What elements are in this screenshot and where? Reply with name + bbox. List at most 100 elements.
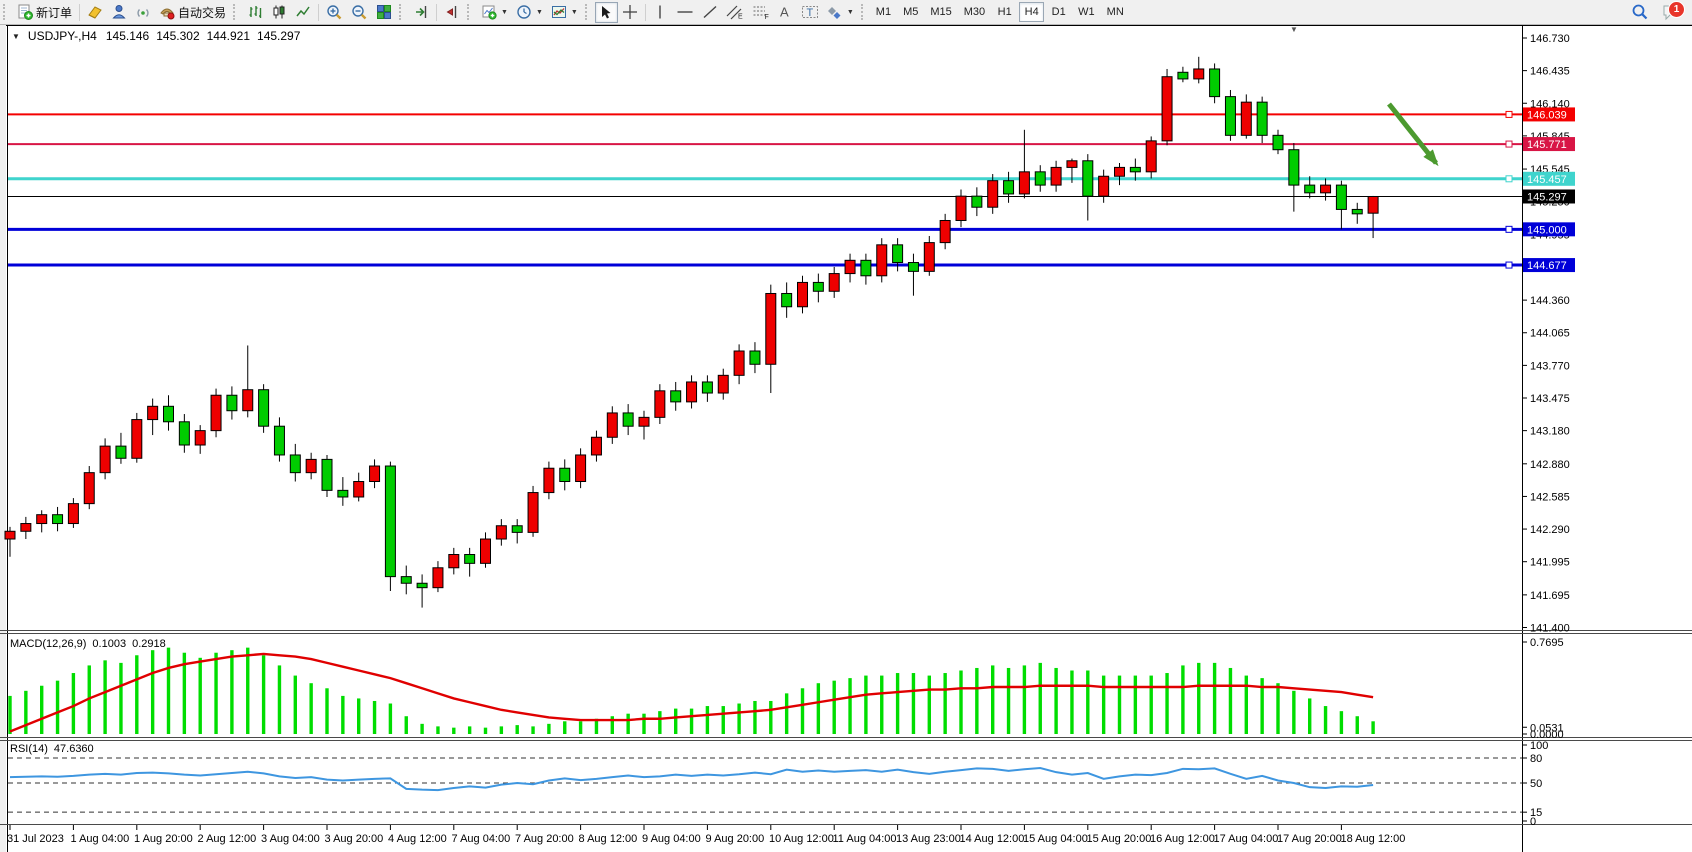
candle bbox=[1320, 184, 1332, 194]
level-handle[interactable] bbox=[1505, 140, 1513, 148]
timeframe-M30[interactable]: M30 bbox=[959, 2, 990, 22]
time-tick-label: 1 Aug 20:00 bbox=[134, 833, 193, 845]
level-handle[interactable] bbox=[1505, 110, 1513, 118]
auto-trading-button[interactable]: 自动交易 bbox=[155, 2, 230, 23]
channel-button[interactable]: E bbox=[722, 2, 748, 23]
fibonacci-button[interactable]: F bbox=[748, 2, 774, 23]
price-tick-label: 143.475 bbox=[1530, 393, 1570, 405]
macd-main-value: 0.1003 bbox=[92, 638, 127, 650]
templates-button[interactable]: ▼ bbox=[547, 2, 582, 23]
macd-histogram-bar bbox=[563, 721, 567, 734]
timeframe-W1[interactable]: W1 bbox=[1073, 2, 1100, 22]
candle bbox=[1304, 184, 1316, 194]
timeframe-MN[interactable]: MN bbox=[1102, 2, 1129, 22]
candle bbox=[416, 582, 428, 589]
chart-shift-marker-icon[interactable]: ▼ bbox=[1290, 25, 1298, 34]
time-tick-label: 11 Aug 04:00 bbox=[833, 833, 897, 845]
macd-histogram-bar bbox=[483, 727, 488, 734]
zoom-out-button[interactable] bbox=[347, 2, 372, 23]
macd-histogram-bar bbox=[943, 673, 947, 734]
candle bbox=[765, 292, 777, 365]
candle bbox=[1224, 96, 1236, 136]
macd-histogram-bar bbox=[499, 726, 504, 734]
toolbar-grip[interactable] bbox=[467, 4, 473, 20]
macd-histogram-bar bbox=[293, 675, 297, 734]
text-label-button[interactable]: T bbox=[797, 2, 823, 23]
fibonacci-icon: F bbox=[752, 4, 770, 20]
macd-histogram-bar bbox=[1228, 667, 1233, 734]
toolbar-grip[interactable] bbox=[860, 4, 867, 20]
timeframe-D1[interactable]: D1 bbox=[1046, 2, 1071, 22]
dropdown-arrow-icon: ▼ bbox=[535, 8, 543, 16]
timeframe-M1[interactable]: M1 bbox=[871, 2, 896, 22]
level-price-label: 146.039 bbox=[1527, 109, 1567, 121]
macd-histogram-bar bbox=[1260, 678, 1264, 734]
tile-windows-button[interactable] bbox=[372, 2, 396, 23]
horizontal-line-button[interactable] bbox=[672, 2, 698, 23]
crosshair-button[interactable] bbox=[618, 2, 642, 23]
macd-pane-label: MACD(12,26,9) 0.1003 0.2918 bbox=[10, 638, 166, 650]
chart-candles-button[interactable] bbox=[267, 2, 291, 23]
candle bbox=[939, 219, 951, 244]
toolbar-grip[interactable] bbox=[399, 4, 405, 20]
macd-histogram-bar bbox=[800, 688, 805, 734]
metaeditor-button[interactable] bbox=[83, 2, 107, 23]
periods-icon bbox=[516, 4, 532, 20]
signals-button[interactable] bbox=[131, 2, 155, 23]
new-order-button[interactable]: 新订单 bbox=[13, 2, 76, 23]
timeframe-M15[interactable]: M15 bbox=[925, 2, 956, 22]
timeframe-H4[interactable]: H4 bbox=[1019, 2, 1045, 22]
timeframe-M5[interactable]: M5 bbox=[898, 2, 923, 22]
search-icon bbox=[1631, 3, 1649, 21]
dropdown-arrow-icon: ▼ bbox=[501, 8, 508, 16]
toolbar-grip[interactable] bbox=[3, 4, 9, 20]
macd-histogram-bar bbox=[198, 657, 202, 734]
vertical-line-button[interactable] bbox=[649, 2, 672, 23]
dropdown-arrow-icon: ▼ bbox=[570, 8, 578, 16]
text-button[interactable]: A bbox=[774, 2, 797, 23]
trendline-button[interactable] bbox=[698, 2, 722, 23]
search-button[interactable] bbox=[1627, 2, 1653, 23]
rsi-line bbox=[9, 766, 1374, 792]
macd-histogram-bar bbox=[388, 703, 393, 734]
candle bbox=[163, 405, 174, 423]
time-tick-label: 31 Jul 2023 bbox=[7, 833, 64, 845]
cursor-button[interactable] bbox=[594, 1, 618, 23]
chart-bars-button[interactable] bbox=[243, 2, 267, 23]
candle bbox=[590, 436, 602, 456]
candle bbox=[1066, 160, 1078, 168]
macd-histogram-bar bbox=[1149, 675, 1153, 734]
toolbar-grip[interactable] bbox=[233, 4, 239, 20]
zoom-in-button[interactable] bbox=[322, 2, 347, 23]
macd-histogram-bar bbox=[150, 650, 155, 734]
shapes-button[interactable]: ▼ bbox=[823, 2, 858, 23]
level-handle[interactable] bbox=[1505, 261, 1513, 269]
chart-shift-button[interactable] bbox=[440, 2, 464, 23]
candle bbox=[384, 465, 396, 578]
macd-histogram-bar bbox=[1181, 665, 1185, 734]
window-left-frame bbox=[0, 25, 6, 852]
timeframe-H1[interactable]: H1 bbox=[992, 2, 1017, 22]
auto-scroll-button[interactable] bbox=[409, 2, 433, 23]
indicators-button[interactable]: ▼ bbox=[477, 2, 512, 23]
periods-button[interactable]: ▼ bbox=[512, 2, 547, 23]
candle bbox=[606, 412, 618, 438]
macd-histogram-bar bbox=[1054, 667, 1058, 734]
level-handle[interactable] bbox=[1505, 175, 1513, 183]
macd-histogram-bar bbox=[975, 667, 979, 734]
notifications-button[interactable]: 1 bbox=[1659, 1, 1685, 22]
toolbar-grip[interactable] bbox=[584, 4, 591, 20]
annotation-arrow-head bbox=[1423, 149, 1439, 167]
macd-histogram-bar bbox=[927, 675, 931, 734]
one-click-expander-icon[interactable]: ▼ bbox=[12, 31, 20, 41]
candle bbox=[1272, 134, 1284, 151]
price-tick-label: 146.140 bbox=[1530, 98, 1570, 110]
market-watch-button[interactable] bbox=[107, 2, 131, 23]
chart-line-button[interactable] bbox=[291, 2, 315, 23]
macd-histogram-bar bbox=[135, 655, 139, 734]
time-tick-label: 3 Aug 20:00 bbox=[325, 833, 384, 845]
level-handle[interactable] bbox=[1505, 225, 1513, 233]
time-tick-label: 15 Aug 20:00 bbox=[1087, 833, 1152, 845]
zoom-out-icon bbox=[351, 4, 368, 21]
